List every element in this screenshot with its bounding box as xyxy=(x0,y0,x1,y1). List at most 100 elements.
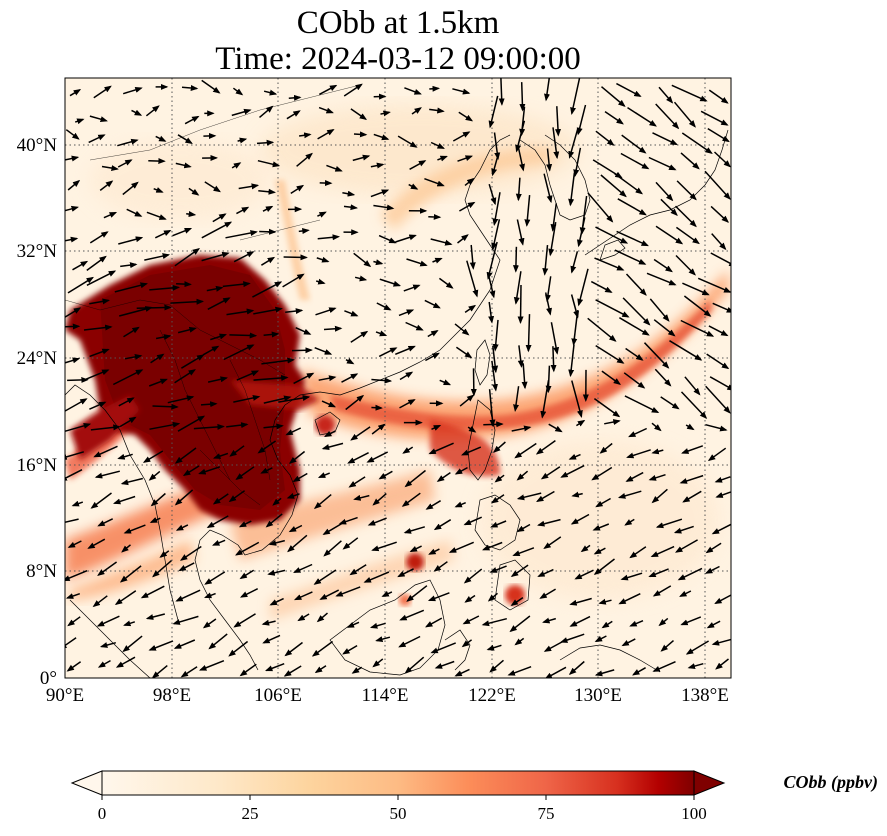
wind-arrow xyxy=(72,260,89,271)
wind-arrow xyxy=(172,227,193,237)
wind-arrow xyxy=(452,88,471,95)
wind-arrow xyxy=(202,618,217,629)
wind-arrow xyxy=(455,346,473,359)
wind-arrow xyxy=(545,365,552,394)
wind-arrow xyxy=(398,635,421,648)
wind-arrow xyxy=(371,541,397,552)
wind-arrow xyxy=(93,445,118,458)
wind-arrow xyxy=(654,368,672,387)
wind-arrow xyxy=(428,213,442,220)
wind-arrow xyxy=(371,404,383,411)
wind-arrow xyxy=(172,615,199,625)
lon-tick-label: 138°E xyxy=(681,685,729,706)
wind-arrow xyxy=(278,395,311,403)
wind-arrow xyxy=(406,258,428,267)
wind-arrow xyxy=(594,257,625,271)
wind-arrow xyxy=(112,369,144,386)
wind-arrow xyxy=(464,594,476,603)
wind-arrow xyxy=(212,452,229,459)
wind-arrow xyxy=(317,472,330,478)
wind-arrow xyxy=(705,423,728,432)
wind-arrow xyxy=(293,563,313,573)
wind-arrow xyxy=(149,517,161,523)
wind-arrow xyxy=(198,466,221,475)
wind-arrow xyxy=(399,609,425,621)
wind-arrow xyxy=(233,395,261,403)
wind-arrow xyxy=(655,225,684,245)
wind-arrow xyxy=(535,439,556,455)
wind-arrow xyxy=(517,345,524,368)
wind-arrow xyxy=(464,177,475,186)
wind-arrow xyxy=(92,595,108,608)
wind-arrow xyxy=(673,101,696,128)
wind-arrow xyxy=(371,377,393,384)
wind-arrow xyxy=(714,594,731,605)
wind-arrow xyxy=(347,452,369,464)
wind-arrow xyxy=(660,396,680,410)
wind-arrow xyxy=(454,501,466,508)
wind-arrow xyxy=(65,592,81,599)
wind-arrow xyxy=(369,622,386,629)
wind-arrow xyxy=(424,177,445,187)
wind-arrow xyxy=(341,373,359,383)
wind-arrow xyxy=(176,281,192,288)
wind-arrow xyxy=(653,319,676,337)
wind-arrow xyxy=(117,453,133,460)
wind-arrow xyxy=(684,376,701,396)
wind-arrow xyxy=(257,159,281,168)
wind-arrow xyxy=(618,593,641,605)
wind-arrow xyxy=(181,354,205,369)
wind-arrow xyxy=(65,155,80,162)
wind-arrow xyxy=(707,447,727,462)
wind-arrow xyxy=(263,331,280,338)
colorbar-tick-label: 0 xyxy=(98,804,107,823)
wind-arrow xyxy=(201,221,233,239)
wind-arrow xyxy=(411,107,422,115)
wind-arrow xyxy=(367,517,387,526)
wind-arrow xyxy=(288,94,302,101)
wind-arrow xyxy=(714,476,731,483)
wind-arrow xyxy=(491,219,501,251)
wind-arrow xyxy=(652,132,678,146)
colorbar-extend-max xyxy=(693,770,726,796)
wind-arrow xyxy=(464,304,477,314)
wind-arrow xyxy=(257,440,277,454)
wind-arrow xyxy=(226,308,255,316)
wind-arrow xyxy=(237,137,248,144)
wind-arrow xyxy=(256,139,275,146)
wind-arrow xyxy=(202,345,220,356)
wind-arrow xyxy=(428,548,440,555)
wind-arrow xyxy=(492,345,499,374)
wind-arrow xyxy=(201,251,230,262)
wind-arrow xyxy=(655,518,683,529)
wind-arrow xyxy=(350,330,369,343)
wind-arrow xyxy=(590,280,613,293)
wind-arrow xyxy=(554,106,561,137)
wind-arrow xyxy=(677,567,703,581)
wind-arrow xyxy=(235,466,255,480)
wind-arrow xyxy=(571,310,579,346)
wind-arrow xyxy=(463,516,482,526)
wind-arrow xyxy=(118,236,144,245)
wind-arrow xyxy=(660,640,674,652)
wind-arrow xyxy=(680,319,715,337)
wind-arrow xyxy=(174,447,197,464)
wind-arrow xyxy=(97,659,111,668)
wind-arrow xyxy=(575,419,586,427)
wind-arrow xyxy=(318,106,334,114)
wind-arrow xyxy=(123,524,146,534)
wind-arrow xyxy=(90,424,121,431)
wind-arrow xyxy=(559,633,585,643)
wind-arrow xyxy=(123,326,140,338)
wind-arrow xyxy=(486,241,498,280)
wind-arrow xyxy=(311,640,334,657)
wind-arrow xyxy=(448,541,474,553)
wind-arrow xyxy=(493,132,501,161)
wind-arrow xyxy=(711,638,731,646)
wind-arrow xyxy=(548,423,563,433)
wind-arrow xyxy=(625,347,644,361)
wind-arrow xyxy=(119,416,137,428)
wind-arrow xyxy=(114,282,148,293)
wind-arrow xyxy=(228,490,246,503)
wind-arrow xyxy=(544,292,552,316)
